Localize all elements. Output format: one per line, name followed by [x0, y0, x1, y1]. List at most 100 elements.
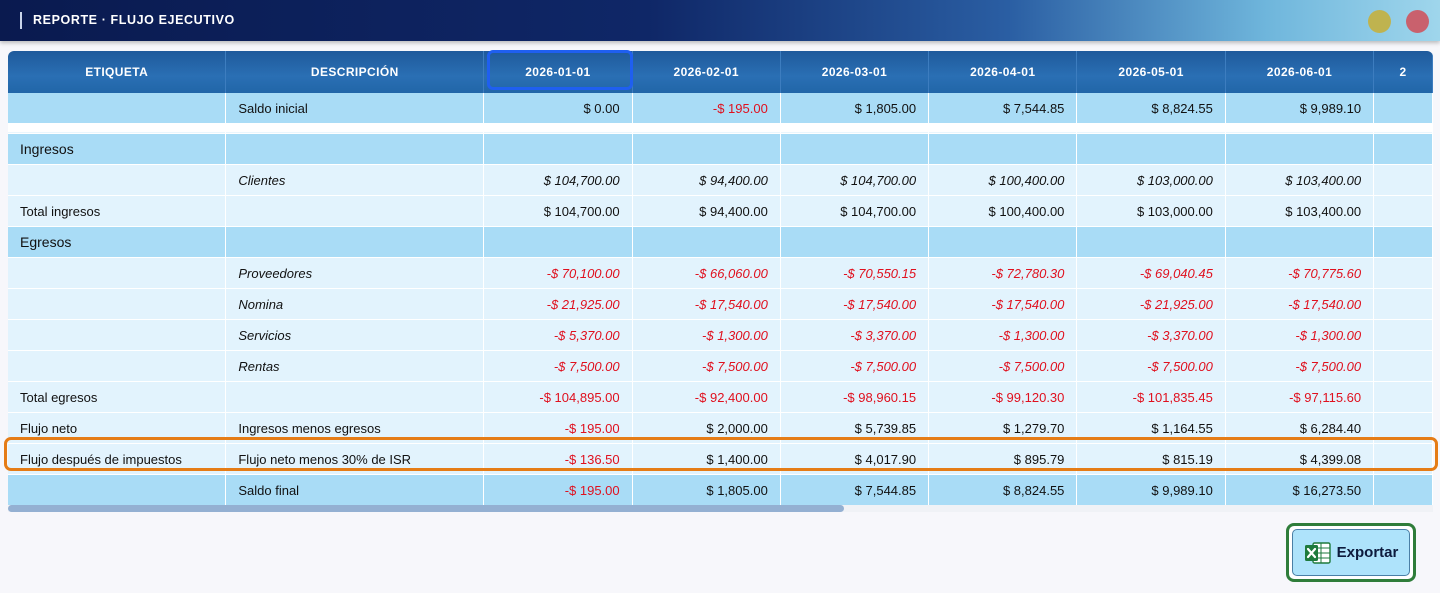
table-row[interactable]: Ingresos [8, 133, 1433, 165]
report-table: ETIQUETA DESCRIPCIÓN 2026-01-01 2026-02-01 2… [8, 51, 1433, 506]
column-header[interactable]: 2026-04-01 [928, 51, 1078, 93]
row-label: Flujo neto [8, 412, 227, 444]
table-row[interactable]: Clientes $ 104,700.00 $ 94,400.00 $ 104,700… [8, 164, 1433, 196]
value-cell: -$ 70,550.15 [780, 257, 930, 289]
value-cell: -$ 1,300.00 [1225, 319, 1375, 351]
value-cell: $ 895.79 [928, 443, 1078, 475]
value-cell: -$ 3,370.00 [780, 319, 930, 351]
value-cell: -$ 17,540.00 [632, 288, 781, 320]
minimize-button[interactable] [1368, 10, 1391, 33]
spacer-cell [928, 132, 1078, 134]
row-label [8, 257, 227, 289]
row-label [8, 288, 227, 320]
row-description: Saldo final [225, 474, 485, 506]
table-row[interactable]: Rentas -$ 7,500.00 -$ 7,500.00 -$ 7,500.00-… [8, 350, 1433, 382]
value-cell: $ 7,544.85 [928, 93, 1078, 124]
row-description: Flujo neto menos 30% de ISR [225, 443, 485, 475]
column-header[interactable]: 2026-01-01 [483, 51, 633, 93]
value-cell: $ 1,164.55 [1076, 412, 1226, 444]
row-label: Flujo después de impuestos [8, 443, 227, 475]
value-cell: $ 100,400.00 [928, 195, 1078, 227]
value-cell: $ 5,739.85 [780, 412, 930, 444]
row-label: Total egresos [8, 381, 227, 413]
value-cell [1225, 133, 1375, 165]
row-description [225, 226, 485, 258]
column-header[interactable]: 2026-02-01 [632, 51, 781, 93]
overflow-cell [1373, 195, 1433, 227]
table-row[interactable]: Saldo inicial $ 0.00 -$ 195.00 $ 1,805.00 $ … [8, 93, 1433, 124]
value-cell: $ 2,000.00 [632, 412, 781, 444]
value-cell: -$ 3,370.00 [1076, 319, 1226, 351]
excel-icon [1304, 541, 1331, 564]
value-cell [928, 226, 1078, 258]
value-cell: -$ 1,300.00 [632, 319, 781, 351]
value-cell [928, 133, 1078, 165]
table-row[interactable]: Flujo neto Ingresos menos egresos -$ 195.0… [8, 412, 1433, 444]
row-label: Ingresos [8, 133, 227, 165]
spacer-cell [8, 123, 226, 132]
table-row[interactable]: Proveedores -$ 70,100.00 -$ 66,060.00 -$ 70… [8, 257, 1433, 289]
table-row[interactable]: Total egresos -$ 104,895.00 -$ 92,400.00 -$… [8, 381, 1433, 413]
column-header[interactable]: 2026-06-01 [1225, 51, 1375, 93]
table-row[interactable]: Saldo final -$ 195.00 $ 1,805.00 $ 7,544.85… [8, 474, 1433, 506]
value-cell: -$ 7,500.00 [632, 350, 781, 382]
row-label [8, 164, 227, 196]
value-cell: $ 0.00 [483, 93, 633, 124]
table-row[interactable]: Flujo después de impuestos Flujo neto men… [8, 443, 1433, 475]
column-header[interactable]: 2 [1373, 51, 1433, 93]
title-bar: REPORTE · FLUJO EJECUTIVO [0, 0, 1440, 41]
table-row[interactable]: Servicios -$ 5,370.00 -$ 1,300.00 -$ 3,370.… [8, 319, 1433, 351]
horizontal-scrollbar-thumb[interactable] [8, 505, 844, 512]
spacer-cell [1225, 132, 1375, 134]
spacer-cell [780, 132, 930, 134]
value-cell: -$ 195.00 [632, 93, 781, 124]
table-row[interactable]: Nomina -$ 21,925.00 -$ 17,540.00 -$ 17,540.… [8, 288, 1433, 320]
value-cell: $ 6,284.40 [1225, 412, 1375, 444]
overflow-cell [1373, 288, 1433, 320]
export-button[interactable]: Exportar [1286, 523, 1416, 582]
close-button[interactable] [1406, 10, 1429, 33]
value-cell: $ 104,700.00 [780, 164, 930, 196]
overflow-cell [1373, 164, 1433, 196]
value-cell: -$ 98,960.15 [780, 381, 930, 413]
row-description: Saldo inicial [225, 93, 485, 124]
column-header[interactable]: 2026-05-01 [1076, 51, 1226, 93]
table-row[interactable]: Total ingresos $ 104,700.00 $ 94,400.00 $ 1… [8, 195, 1433, 227]
overflow-cell [1373, 443, 1433, 475]
value-cell: $ 1,400.00 [632, 443, 781, 475]
overflow-cell [1373, 93, 1433, 124]
value-cell: -$ 70,100.00 [483, 257, 633, 289]
value-cell: -$ 1,300.00 [928, 319, 1078, 351]
row-label [8, 474, 227, 506]
column-header[interactable]: 2026-03-01 [780, 51, 930, 93]
column-header[interactable]: DESCRIPCIÓN [225, 51, 485, 93]
overflow-cell [1373, 319, 1433, 351]
row-description: Ingresos menos egresos [225, 412, 485, 444]
row-label [8, 93, 227, 124]
value-cell [632, 133, 781, 165]
value-cell: $ 1,279.70 [928, 412, 1078, 444]
value-cell [483, 133, 633, 165]
row-description: Servicios [225, 319, 485, 351]
spacer-cell [632, 132, 781, 134]
value-cell: $ 94,400.00 [632, 164, 781, 196]
value-cell: -$ 99,120.30 [928, 381, 1078, 413]
value-cell: -$ 17,540.00 [928, 288, 1078, 320]
table-row[interactable]: Egresos [8, 226, 1433, 258]
value-cell: $ 8,824.55 [928, 474, 1078, 506]
window-title: REPORTE · FLUJO EJECUTIVO [33, 13, 235, 27]
report-table-container[interactable]: ETIQUETA DESCRIPCIÓN 2026-01-01 2026-02-01 2… [8, 51, 1433, 517]
value-cell: -$ 21,925.00 [483, 288, 633, 320]
value-cell: -$ 21,925.00 [1076, 288, 1226, 320]
value-cell: -$ 101,835.45 [1076, 381, 1226, 413]
column-header[interactable]: ETIQUETA [8, 51, 227, 93]
value-cell: -$ 104,895.00 [483, 381, 633, 413]
value-cell: $ 104,700.00 [483, 195, 633, 227]
value-cell: -$ 7,500.00 [928, 350, 1078, 382]
row-description [225, 195, 485, 227]
value-cell [1076, 133, 1226, 165]
spacer-cell [1373, 132, 1433, 134]
value-cell [780, 226, 930, 258]
row-description: Proveedores [225, 257, 485, 289]
spacer-cell [632, 123, 781, 132]
